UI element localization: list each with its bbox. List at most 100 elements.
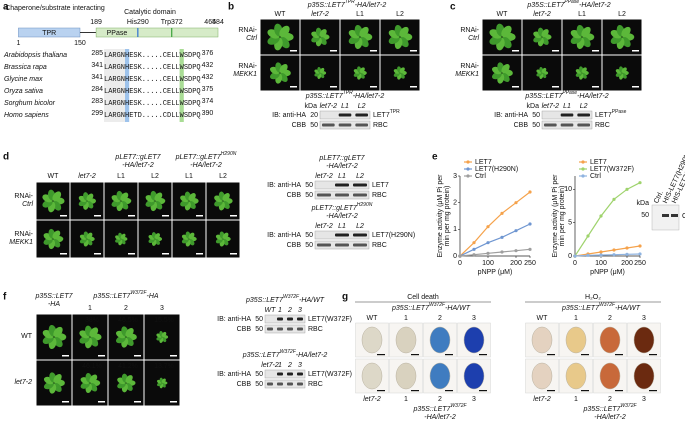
band-label: LET7(W372F) <box>308 371 352 378</box>
band <box>287 372 293 376</box>
plant-photo <box>70 182 104 220</box>
text-part: -HA/let7-2 <box>326 163 358 170</box>
leaf <box>279 63 288 74</box>
band-label: RBC <box>595 122 610 129</box>
leaf <box>120 192 129 202</box>
lane-label: WT <box>265 307 277 314</box>
label: CBB <box>682 213 685 220</box>
row-label: Ctrl <box>468 35 479 42</box>
species-name: Homo sapiens <box>4 112 49 119</box>
band <box>277 327 283 331</box>
plant-photo <box>602 19 642 55</box>
label: 189 <box>90 19 102 26</box>
plant-photo <box>522 19 562 55</box>
leaf <box>429 326 451 354</box>
legend-marker <box>466 174 470 178</box>
data-point <box>612 248 616 252</box>
text-part: -HA/let7-2 <box>122 162 154 169</box>
label: Trp372 <box>161 19 183 26</box>
leaf <box>52 230 61 240</box>
column-label: 2 <box>124 305 128 312</box>
text-part: pLET7::gLET7 <box>175 154 222 161</box>
legend-marker <box>466 160 470 164</box>
lane-label: L1 <box>563 103 571 110</box>
label: IB: anti-HA <box>272 112 306 119</box>
label: 465 <box>204 19 216 26</box>
plant-photo <box>36 314 72 360</box>
scale-bar <box>410 50 417 52</box>
lane-label: let7-2 <box>261 362 279 369</box>
data-point <box>514 249 518 253</box>
label: 150 <box>74 40 86 47</box>
label: 341 <box>91 74 103 81</box>
column-label: 3 <box>160 305 164 312</box>
text-part: RBC <box>308 326 323 333</box>
leaf <box>531 362 553 390</box>
label: 299 <box>91 110 103 117</box>
label: 484 <box>212 19 224 26</box>
series-line <box>574 182 641 257</box>
lane-label: 3 <box>642 315 646 322</box>
band <box>355 113 368 117</box>
scale-bar <box>445 354 453 356</box>
x-axis-label: pNPP (μM) <box>590 269 625 276</box>
label: 390 <box>202 110 214 117</box>
label: 50 <box>641 212 649 219</box>
row-label: WT <box>21 333 33 340</box>
lane-label: 2 <box>287 362 292 369</box>
y-tick-label: 1 <box>453 226 457 233</box>
blot-strip <box>264 379 306 389</box>
sequence: LARGNHESK.....CELLWSDPQ <box>104 100 201 108</box>
lane-label: 2 <box>608 396 612 403</box>
lane-label: L1 <box>338 173 346 180</box>
label: CBB <box>287 192 302 199</box>
legend-label: LET7(W372F) <box>590 166 634 173</box>
text-part: TPR <box>390 109 400 115</box>
text-part: p35S::LET7 <box>391 305 430 312</box>
legend-marker <box>466 167 470 171</box>
blot-strip <box>264 314 306 324</box>
legend-label: Ctrl <box>475 173 486 180</box>
leaf <box>319 67 325 74</box>
percentage: 41.2% <box>118 363 138 370</box>
lane-label: 3 <box>298 362 302 369</box>
leaf <box>399 26 409 38</box>
highlight <box>179 49 184 122</box>
text-part: PPase <box>564 0 579 5</box>
scale-bar <box>60 253 67 255</box>
leaf <box>463 362 485 390</box>
domain-box <box>95 27 219 38</box>
column-label: WT <box>275 11 287 18</box>
title: p35S::LET7W372F-HA/let7-2 <box>242 349 328 359</box>
label: 50 <box>305 242 313 249</box>
scale-bar <box>230 253 237 255</box>
scale-bar <box>196 215 203 217</box>
label: 1 <box>16 40 20 47</box>
y-tick-label: 2 <box>453 200 457 207</box>
leaf <box>361 362 383 390</box>
scale-bar <box>552 50 559 52</box>
band-label: LET7(W372F) <box>308 316 352 323</box>
band-label: RBC <box>372 192 387 199</box>
lane-label: let7-2 <box>542 103 560 110</box>
legend-label: Ctrl <box>590 173 601 180</box>
lane-label: 3 <box>472 396 476 403</box>
highlight <box>125 49 130 122</box>
title: p35S::LET7W372F-HA/WT <box>391 302 471 312</box>
band <box>335 193 349 197</box>
text-part: -HA/let7-2 <box>353 93 385 100</box>
lane-label: WT <box>367 315 379 322</box>
scale-bar <box>479 354 487 356</box>
data-point <box>472 247 476 251</box>
legend-marker <box>581 167 585 171</box>
row-label: Ctrl <box>22 201 33 208</box>
row-label: RNAi- <box>14 231 33 238</box>
lane-label: 2 <box>608 315 612 322</box>
panel-label: g <box>342 292 348 303</box>
column-label: L2 <box>151 173 159 180</box>
label: IB: anti-HA <box>267 232 301 239</box>
band <box>335 183 349 187</box>
panel-label: c <box>450 2 456 13</box>
lane-label: L2 <box>356 223 364 230</box>
band-label: RBC <box>308 381 323 388</box>
